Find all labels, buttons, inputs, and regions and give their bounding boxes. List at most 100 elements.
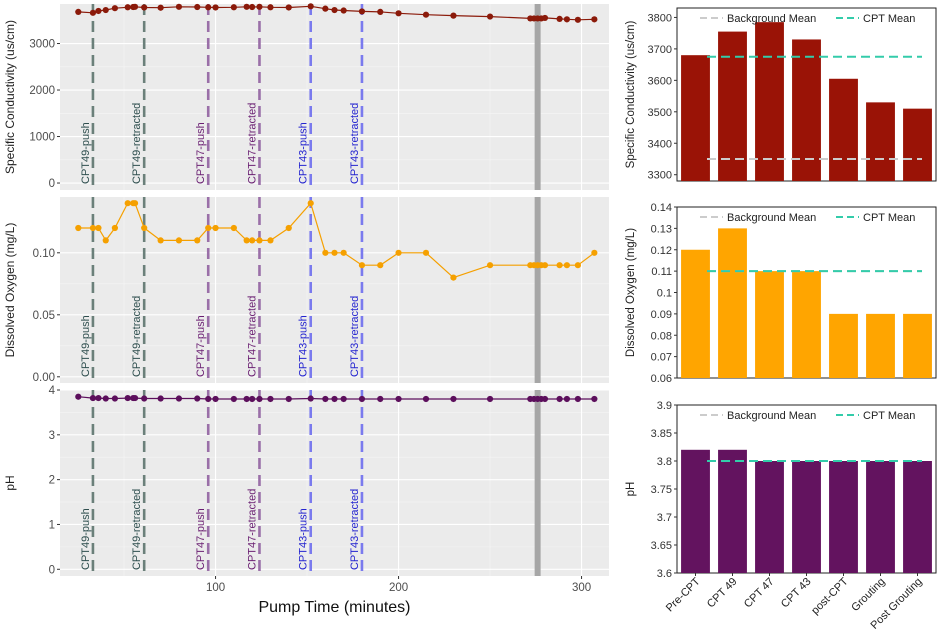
data-point [395,395,402,403]
data-point [205,395,212,403]
data-point [331,6,338,14]
bar-cpt-49 [718,449,747,573]
category-label: CPT 49 [705,576,740,611]
y-axis-title: Specific Conductivity (us/cm) [625,21,637,169]
data-point [563,262,571,269]
data-point [175,395,183,402]
data-point [422,11,430,18]
data-point [322,395,329,403]
event-label-cpt47-retracted: CPT47-retracted [246,103,258,184]
data-point [285,395,292,403]
data-point [212,4,219,11]
y-tick-label: 0.12 [651,245,672,257]
data-point [175,3,183,10]
bar-grouting [866,102,895,181]
event-label-cpt43-retracted: CPT43-retracted [349,489,361,570]
data-point [131,200,139,207]
data-point [102,237,109,244]
event-label-cpt43-push: CPT43-push [298,122,310,184]
event-label-cpt49-retracted: CPT49-retracted [131,103,143,184]
bar-cpt-47 [755,22,784,182]
bar-post-cpt [829,313,858,378]
event-label-cpt43-push: CPT43-push [298,315,310,377]
data-point [322,249,329,256]
y-tick-label: 4 [49,385,56,397]
bar-cpt-43 [792,271,821,378]
y-axis-title: Specific Conductivity (us/cm) [3,20,17,174]
event-label-cpt43-retracted: CPT43-retracted [349,103,361,184]
data-point [563,16,571,23]
legend-background-mean-label: Background Mean [727,212,816,224]
y-tick-label: 0.08 [651,330,672,342]
y-tick-label: 3.85 [651,428,672,440]
y-tick-label: 3800 [648,12,672,24]
data-point [111,395,118,402]
x-tick-label: 300 [572,582,591,594]
y-tick-label: 0.10 [33,248,55,260]
data-point [256,395,263,403]
data-point [157,4,164,11]
legend-cpt-mean-label: CPT Mean [863,13,915,25]
data-point [95,394,102,402]
data-point [249,3,256,11]
data-point [556,262,563,269]
bar-post-cpt [829,78,858,181]
bar-cpt-47 [755,461,784,573]
x-axis-title: Pump Time (minutes) [258,599,410,616]
data-point [249,395,256,403]
data-point [230,224,237,232]
y-axis-title: Dissolved Oxygen (mg/L) [625,228,637,357]
y-tick-label: 1 [49,519,55,531]
y-tick-label: 3.8 [657,456,672,468]
data-point [591,16,598,23]
data-point [212,395,219,403]
y-tick-label: 1000 [29,132,55,144]
data-point [194,3,201,11]
data-point [230,395,237,403]
event-label-cpt47-push: CPT47-push [195,122,207,184]
y-tick-label: 3.7 [657,512,672,524]
data-point [377,262,384,269]
data-point [307,3,314,10]
data-point [556,15,563,22]
y-axis-title: Dissolved Oxygen (mg/L) [3,223,17,358]
data-point [331,249,338,256]
data-point [194,237,201,244]
data-point [243,3,250,10]
data-point [124,4,131,11]
legend-cpt-mean-label: CPT Mean [863,212,915,224]
data-point [358,262,366,269]
category-label: post-CPT [809,575,851,617]
data-point [395,249,402,256]
data-point [450,274,457,281]
data-point [267,4,274,11]
data-point [95,224,102,232]
bar-pre-cpt [681,55,710,181]
data-point [124,394,131,402]
category-label: Grouting [849,576,887,614]
event-label-cpt47-retracted: CPT47-retracted [246,489,258,570]
y-tick-label: 3.6 [657,568,672,580]
event-label-cpt43-push: CPT43-push [298,508,310,570]
y-tick-label: 3.65 [651,540,672,552]
y-tick-label: 0.09 [651,309,672,321]
data-point [358,8,366,15]
data-point [243,237,250,244]
data-point [322,5,329,12]
bar-cpt-43 [792,461,821,573]
data-point [556,395,563,403]
data-point [267,395,274,403]
y-tick-label: 3.9 [657,400,672,412]
data-point [111,224,118,232]
y-tick-label: 0.05 [33,310,55,322]
data-point [212,224,219,232]
data-point [75,8,82,16]
data-point [574,262,581,269]
data-point [340,7,347,14]
y-tick-label: 0.07 [651,352,672,364]
y-tick-label: 3500 [648,107,672,119]
data-point [285,4,292,11]
data-point [89,394,97,402]
event-label-cpt43-retracted: CPT43-retracted [349,296,361,377]
